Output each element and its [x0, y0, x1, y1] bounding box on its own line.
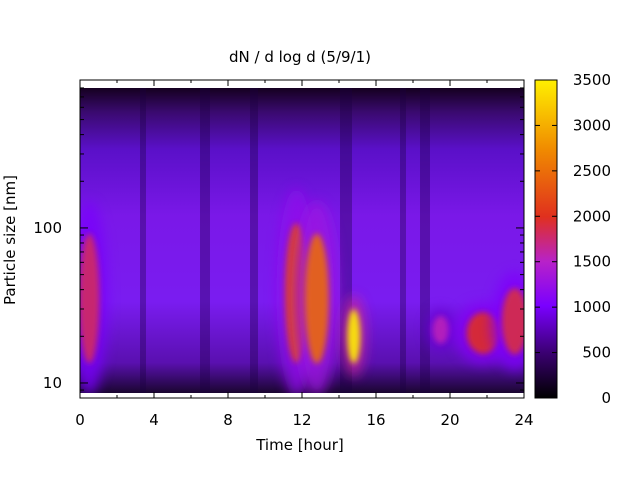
- y-tick-label: 100: [33, 219, 62, 237]
- colorbar: [534, 79, 558, 399]
- heatmap-plot-area: [80, 88, 524, 393]
- chart-title: dN / d log d (5/9/1): [229, 48, 371, 66]
- colorbar-tick-label: 3000: [573, 116, 611, 134]
- x-axis-label: Time [hour]: [255, 436, 344, 454]
- heatmap-feature: [304, 233, 329, 364]
- heatmap-feature: [347, 309, 361, 364]
- colorbar-tick-label: 2000: [573, 207, 611, 225]
- heatmap-feature: [501, 288, 524, 355]
- colorbar-tick-label: 3500: [573, 71, 611, 89]
- colorbar-tick-label: 500: [582, 344, 611, 362]
- x-tick-label: 12: [292, 411, 311, 429]
- heatmap-feature: [432, 315, 450, 345]
- colorbar-ticks: 0 500 1000 1500 2000 2500 3000 3500: [535, 71, 611, 407]
- y-tick-label: 10: [43, 374, 62, 392]
- x-axis: 0 4 8 12 16 20 24: [75, 80, 534, 429]
- x-tick-label: 4: [149, 411, 159, 429]
- x-tick-label: 20: [440, 411, 459, 429]
- y-axis: 10 100: [33, 79, 524, 399]
- colorbar-tick-label: 2500: [573, 162, 611, 180]
- colorbar-tick-label: 0: [601, 389, 611, 407]
- x-tick-label: 16: [366, 411, 385, 429]
- colorbar-tick-label: 1500: [573, 253, 611, 271]
- heatmap-features: [80, 188, 524, 393]
- x-tick-label: 0: [75, 411, 85, 429]
- x-tick-label: 8: [223, 411, 233, 429]
- colorbar-tick-label: 1000: [573, 298, 611, 316]
- heatmap-feature: [80, 233, 100, 364]
- y-axis-label: Particle size [nm]: [1, 175, 19, 305]
- x-tick-label: 24: [514, 411, 533, 429]
